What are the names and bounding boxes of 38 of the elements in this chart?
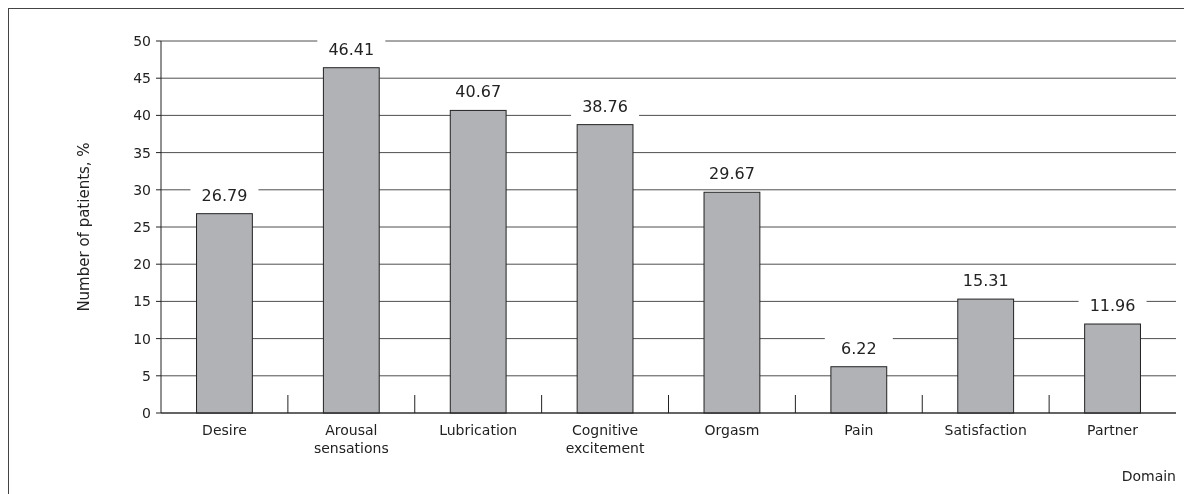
y-tick-label: 35 bbox=[133, 144, 151, 161]
data-label: 38.76 bbox=[582, 96, 628, 116]
x-tick-label: Orgasm bbox=[704, 422, 760, 438]
x-tick-label: Partner bbox=[1087, 422, 1139, 438]
data-label: 40.67 bbox=[455, 82, 502, 102]
y-tick-label: 15 bbox=[133, 293, 151, 310]
x-tick-label: Arousal sensations bbox=[313, 422, 389, 456]
y-tick-label: 30 bbox=[133, 181, 151, 198]
x-tick-label: Cognitive excitement bbox=[565, 422, 645, 456]
bar bbox=[449, 109, 507, 414]
data-label: 11.96 bbox=[1089, 296, 1136, 316]
y-axis-title: Number of patients, % bbox=[75, 142, 93, 312]
x-tick-label: Lubrication bbox=[439, 422, 518, 438]
data-label: 15.31 bbox=[962, 271, 1009, 291]
data-label: 26.79 bbox=[201, 185, 248, 205]
y-tick-label: 20 bbox=[133, 256, 151, 273]
data-label: 29.67 bbox=[709, 164, 755, 184]
chart-frame: 0 5 10 15 20 25 30 35 40 45 50 Desire Arousal sensations Lubrication Cognitive excitement Orgasm Pain Satisfaction Partner 26.79 46.41 40.67 38.76 29.67 6.22 15.31 11.96 Number of patients, % Domain bbox=[8, 8, 1184, 494]
data-label: 46.41 bbox=[328, 39, 375, 59]
x-tick-label: Desire bbox=[202, 422, 247, 438]
bar bbox=[830, 366, 888, 414]
x-tick-label: Satisfaction bbox=[944, 422, 1027, 438]
y-tick-label: 10 bbox=[133, 330, 151, 347]
data-label: 6.22 bbox=[841, 338, 877, 358]
y-tick-label: 5 bbox=[142, 367, 151, 384]
x-axis-title: Domain bbox=[1121, 468, 1176, 484]
y-tick-label: 40 bbox=[133, 107, 151, 124]
bar bbox=[322, 67, 380, 414]
bar bbox=[703, 191, 761, 414]
bar bbox=[1084, 323, 1141, 414]
bar bbox=[957, 298, 1015, 414]
bar bbox=[576, 124, 634, 414]
y-tick-label: 50 bbox=[133, 32, 151, 49]
bar bbox=[196, 213, 253, 414]
y-tick-label: 25 bbox=[133, 218, 151, 235]
y-tick-label: 45 bbox=[133, 70, 151, 87]
y-tick-label: 0 bbox=[142, 404, 151, 421]
x-tick-label: Pain bbox=[844, 422, 874, 438]
